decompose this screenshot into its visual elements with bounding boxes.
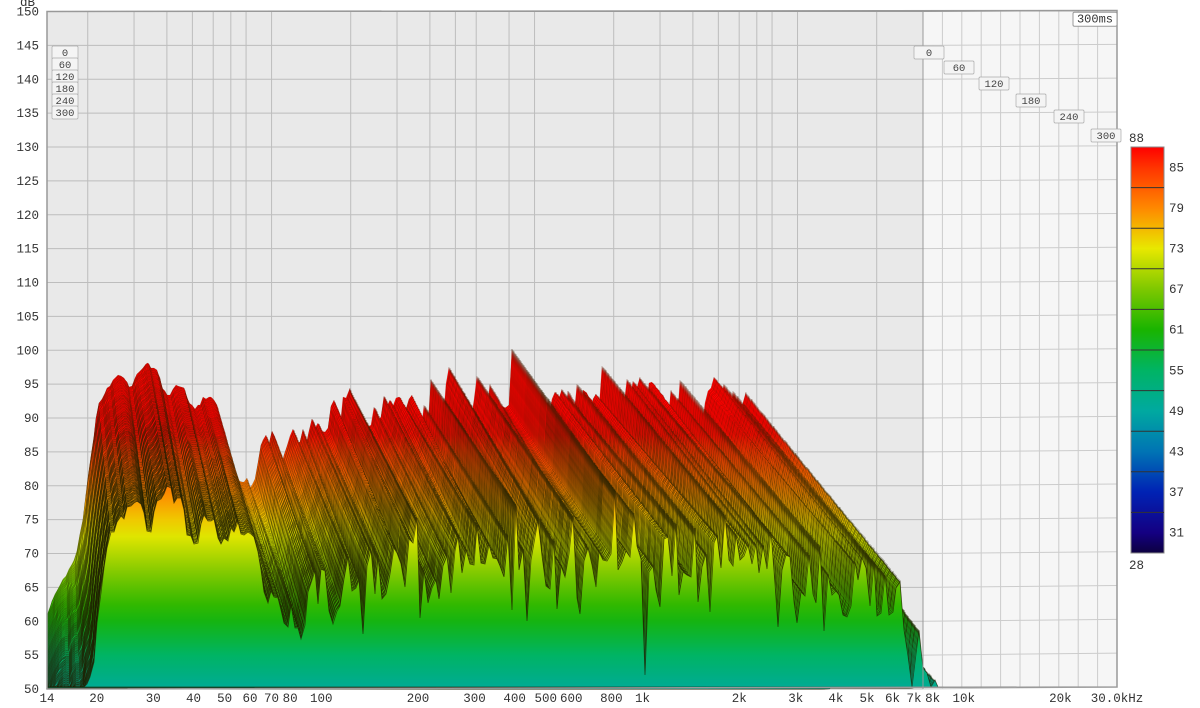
- svg-text:130: 130: [16, 141, 39, 155]
- svg-text:75: 75: [24, 514, 39, 528]
- svg-text:50: 50: [24, 683, 39, 697]
- svg-text:200: 200: [407, 692, 430, 706]
- svg-text:400: 400: [503, 692, 526, 706]
- svg-text:40: 40: [186, 692, 201, 706]
- svg-text:300: 300: [1097, 131, 1116, 143]
- svg-text:43: 43: [1169, 446, 1184, 460]
- svg-text:50: 50: [217, 692, 232, 706]
- svg-text:300: 300: [463, 692, 486, 706]
- svg-text:20k: 20k: [1049, 692, 1072, 706]
- svg-text:300ms: 300ms: [1077, 13, 1113, 27]
- svg-text:95: 95: [24, 378, 39, 392]
- svg-text:65: 65: [24, 581, 39, 595]
- svg-text:70: 70: [24, 548, 39, 562]
- svg-text:60: 60: [24, 615, 39, 629]
- svg-text:85: 85: [1169, 161, 1184, 175]
- svg-text:140: 140: [16, 73, 39, 87]
- svg-text:20: 20: [89, 692, 104, 706]
- svg-text:55: 55: [1169, 364, 1184, 378]
- svg-text:70: 70: [264, 692, 279, 706]
- svg-text:67: 67: [1169, 283, 1184, 297]
- svg-text:500: 500: [535, 692, 558, 706]
- svg-text:6k: 6k: [885, 692, 900, 706]
- svg-text:7k: 7k: [906, 692, 921, 706]
- svg-text:105: 105: [16, 310, 39, 324]
- svg-text:100: 100: [310, 692, 333, 706]
- svg-text:dB: dB: [20, 0, 36, 10]
- svg-text:5k: 5k: [860, 692, 875, 706]
- svg-text:3k: 3k: [788, 692, 803, 706]
- svg-text:37: 37: [1169, 486, 1184, 500]
- svg-text:30: 30: [146, 692, 161, 706]
- svg-text:125: 125: [16, 175, 39, 189]
- svg-text:73: 73: [1169, 243, 1184, 257]
- svg-text:79: 79: [1169, 202, 1184, 216]
- svg-text:80: 80: [283, 692, 298, 706]
- svg-text:1k: 1k: [635, 692, 650, 706]
- svg-text:49: 49: [1169, 405, 1184, 419]
- svg-text:115: 115: [16, 243, 39, 257]
- svg-text:0: 0: [926, 48, 932, 60]
- svg-text:90: 90: [24, 412, 39, 426]
- svg-text:8k: 8k: [925, 692, 940, 706]
- svg-text:10k: 10k: [952, 692, 975, 706]
- svg-text:2k: 2k: [732, 692, 747, 706]
- svg-text:110: 110: [16, 277, 39, 291]
- svg-text:88: 88: [1129, 132, 1144, 146]
- svg-text:120: 120: [16, 209, 39, 223]
- svg-text:31: 31: [1169, 527, 1184, 541]
- svg-text:145: 145: [16, 39, 39, 53]
- svg-text:80: 80: [24, 480, 39, 494]
- svg-text:120: 120: [985, 79, 1004, 91]
- svg-text:180: 180: [1022, 96, 1041, 108]
- svg-text:4k: 4k: [828, 692, 843, 706]
- svg-text:61: 61: [1169, 324, 1184, 338]
- svg-text:300: 300: [56, 108, 75, 120]
- svg-text:85: 85: [24, 446, 39, 460]
- svg-text:100: 100: [16, 344, 39, 358]
- svg-text:600: 600: [560, 692, 583, 706]
- svg-text:30.0kHz: 30.0kHz: [1091, 692, 1144, 706]
- svg-text:135: 135: [16, 107, 39, 121]
- svg-text:60: 60: [953, 63, 966, 75]
- svg-text:55: 55: [24, 649, 39, 663]
- svg-text:800: 800: [600, 692, 623, 706]
- svg-text:240: 240: [1060, 112, 1079, 124]
- svg-text:28: 28: [1129, 559, 1144, 573]
- svg-text:14: 14: [39, 692, 54, 706]
- svg-text:60: 60: [243, 692, 258, 706]
